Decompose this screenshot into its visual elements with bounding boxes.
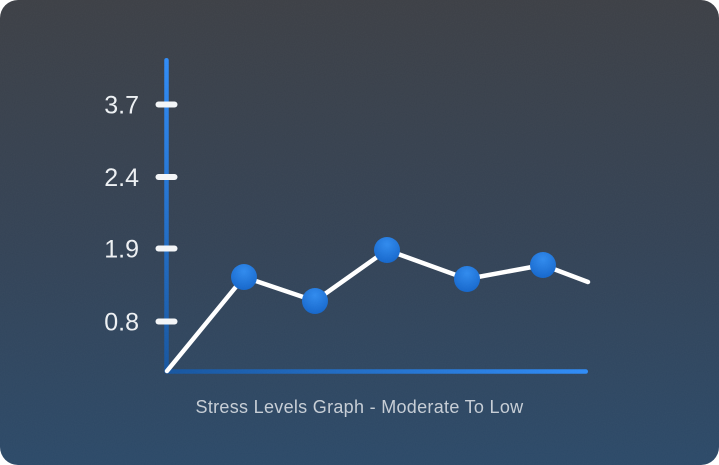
y-tick-mark: [155, 318, 178, 325]
x-axis-line: [164, 369, 588, 374]
data-point-4: [454, 266, 480, 292]
y-tick-mark: [155, 245, 178, 252]
data-point-1: [231, 264, 257, 290]
y-tick-label: 2.4: [104, 164, 139, 192]
y-tick-label: 1.9: [104, 235, 139, 263]
y-tick-mark: [155, 174, 178, 180]
y-tick-mark: [155, 101, 178, 108]
stress-line-path: [164, 247, 591, 374]
y-tick-label: 3.7: [104, 91, 139, 119]
data-point-3: [374, 237, 400, 263]
data-point-5: [530, 252, 556, 278]
y-tick-label: 0.8: [104, 308, 139, 336]
chart-caption: Stress Levels Graph - Moderate To Low: [195, 397, 524, 417]
data-point-2: [302, 288, 328, 314]
